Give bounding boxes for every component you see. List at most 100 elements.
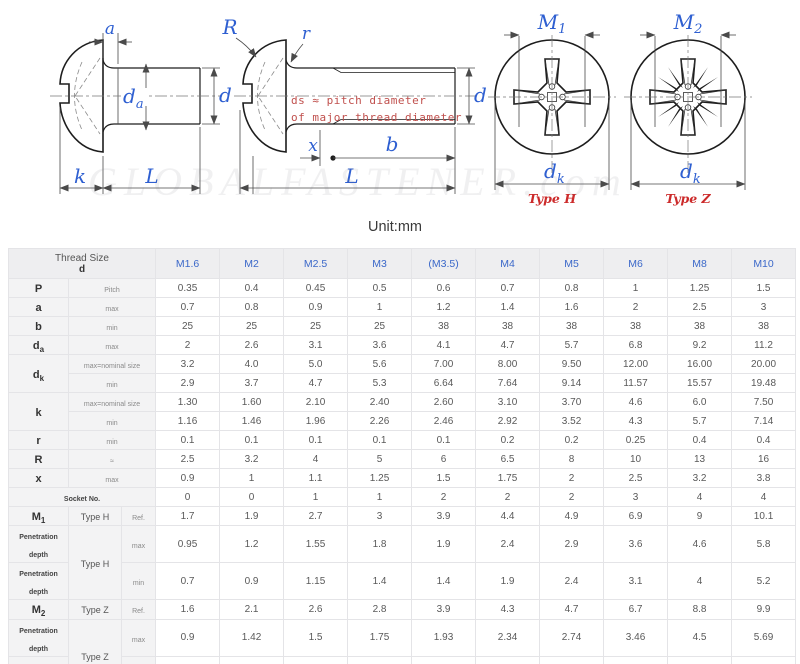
value-cell: 2.10 [283,392,349,413]
value-cell: 0.2 [475,430,541,451]
row-label: b [8,316,69,336]
value-cell: 38 [667,316,733,336]
value-cell: 6.9 [603,506,669,527]
value-cell: 1.7 [155,506,221,527]
value-cell: 1.9 [411,525,477,564]
value-cell: 1.5 [283,618,349,657]
value-cell: 4.3 [475,599,541,620]
head-view-type-h: M1 dk Type H [488,10,616,206]
dim-label-k: k [74,164,86,188]
value-cell: 1.17 [219,655,285,664]
value-cell: 25 [219,316,285,336]
value-cell: 0.9 [283,297,349,317]
value-cell: 2.40 [347,392,413,413]
value-cell: 5.0 [283,354,349,375]
pitch-diameter-note-line1: ds ≈ pitch diameter [291,94,426,107]
value-cell: 3.9 [411,506,477,527]
row-label: Type H [68,506,122,527]
table-row: dk max=nominal size 3.2 4.0 5.0 5.6 7.00 8.00 9.… [8,354,797,394]
value-cell: 4.7 [475,334,541,356]
row-label: min [120,655,157,664]
column-header: M10 [731,248,797,279]
row-label: R [8,449,69,470]
row-label: Pitch [67,278,157,298]
value-cell: 7.00 [411,354,477,375]
value-cell: 2 [539,468,605,489]
value-cell: 0.4 [667,430,733,451]
dim-label-r: r [302,24,311,44]
value-cell: 4.6 [603,392,669,413]
value-cell: 5.24 [731,655,797,664]
value-cell: 2.6 [219,334,285,356]
value-cell: 6.7 [603,599,669,620]
type-z-label: Type Z [665,191,711,206]
row-label: max [120,525,157,564]
value-cell: 0.9 [155,618,221,657]
value-cell: 3.52 [539,411,605,432]
value-cell: 1 [219,468,285,489]
value-cell: 8.00 [475,354,541,375]
value-cell: 5 [347,449,413,470]
value-cell: 1.96 [283,411,349,432]
value-cell: 0.1 [155,430,221,451]
table-row: k max=nominal size 1.30 1.60 2.10 2.40 2.60 3.1… [8,392,797,432]
value-cell: 2.9 [155,373,221,394]
table-row: Socket No. 0 0 1 1 2 2 2 3 4 4 [7,487,797,508]
value-cell: 4.9 [539,506,605,527]
value-cell: 4.1 [411,334,477,356]
dim-label-b: b [386,132,399,156]
table-row: min 2.9 3.7 4.7 5.3 6.64 7.64 9.14 11.57 15.57 19.… [9,373,797,394]
row-label: Type Z [68,618,122,664]
value-cell: 9.9 [731,599,797,620]
value-cell: 5.6 [347,354,413,375]
value-cell: 5.3 [347,373,413,394]
value-cell: 3.2 [667,468,733,489]
value-cell: 3.1 [283,334,349,356]
dim-label-m1: M1 [537,10,567,37]
value-cell: 1.5 [731,278,797,298]
value-cell: 0.5 [347,278,413,298]
value-cell: 1 [347,487,413,508]
value-cell: 0.35 [155,278,221,298]
value-cell: 1 [283,487,349,508]
row-label: M1 [8,506,69,527]
value-cell: 19.48 [731,373,797,394]
table-row: r min 0.1 0.1 0.1 0.1 0.1 0.2 0.2 0.25 0.4 0.4 [8,430,797,451]
column-header: (M3.5) [411,248,477,279]
pitch-diameter-note-line2: of major thread diameter [291,111,462,124]
value-cell: 7.50 [731,392,797,413]
value-cell: 16.00 [667,354,733,375]
table-row: x max 0.9 1 1.1 1.25 1.5 1.75 2 2.5 3.2 3.8 [8,468,797,489]
value-cell: 4 [731,487,797,508]
value-cell: 1.16 [155,411,221,432]
value-cell: 0.1 [219,430,285,451]
row-label: min [67,373,157,394]
head-view-type-z: M2 dk Type Z [624,10,752,206]
value-cell: 1.4 [347,562,413,601]
value-cell: 2.34 [475,618,541,657]
value-cell: 0.25 [603,430,669,451]
value-cell: 1.89 [475,655,541,664]
table-row: min 1.16 1.46 1.96 2.26 2.46 2.92 3.52 4.3 5.7 7.1… [9,411,797,432]
row-label: max [120,618,157,657]
value-cell: 9.14 [539,373,605,394]
value-cell: 0.65 [155,655,221,664]
value-cell: 1.25 [667,278,733,298]
column-header: M6 [603,248,669,279]
dim-label-d: d [219,83,232,107]
value-cell: 2.26 [347,411,413,432]
table-row: R ≈2.5 3.2 4 5 6 6.5 8 10 13 16 [8,449,797,470]
dim-label-L2: L [344,164,358,188]
value-cell: 5.7 [667,411,733,432]
row-label: min [67,430,157,451]
value-cell: 5.69 [731,618,797,657]
value-cell: 1.6 [155,599,221,620]
drawings-svg: a da d k L [50,10,752,206]
value-cell: 0.4 [731,430,797,451]
value-cell: 2.5 [603,468,669,489]
value-cell: 38 [539,316,605,336]
dim-label-L: L [144,164,158,188]
value-cell: 5.2 [731,562,797,601]
